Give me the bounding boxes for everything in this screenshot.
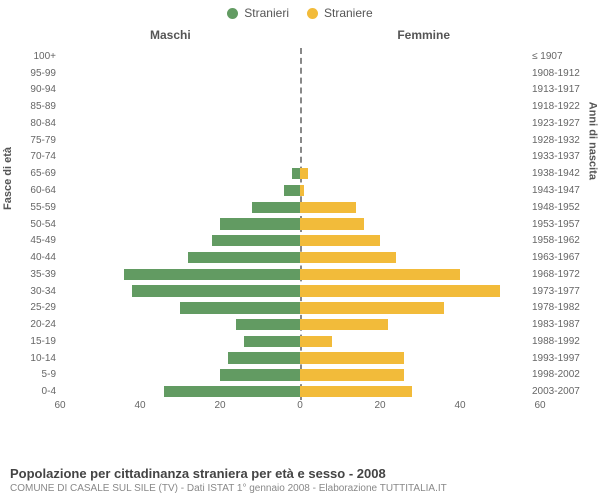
bar-female [300, 185, 304, 196]
age-label: 65-69 [16, 168, 56, 179]
bar-male [124, 269, 300, 280]
bar-female [300, 235, 380, 246]
x-tick: 0 [297, 400, 303, 411]
bar-female [300, 369, 404, 380]
age-label: 25-29 [16, 302, 56, 313]
pyramid-row: 10-141993-1997 [60, 350, 540, 367]
legend-label-female: Straniere [324, 6, 373, 20]
pyramid-row: 40-441963-1967 [60, 249, 540, 266]
age-label: 20-24 [16, 319, 56, 330]
bar-female [300, 336, 332, 347]
pyramid-row: 30-341973-1977 [60, 283, 540, 300]
bar-female [300, 302, 444, 313]
pyramid-rows: 100+≤ 190795-991908-191290-941913-191785… [60, 48, 540, 400]
pyramid-row: 100+≤ 1907 [60, 48, 540, 65]
bar-male [188, 252, 300, 263]
bar-male [164, 386, 300, 397]
pyramid-row: 90-941913-1917 [60, 82, 540, 99]
bar-male [244, 336, 300, 347]
bar-male [252, 202, 300, 213]
pyramid-row: 70-741933-1937 [60, 149, 540, 166]
age-label: 55-59 [16, 202, 56, 213]
pyramid-row: 85-891918-1922 [60, 98, 540, 115]
bar-female [300, 352, 404, 363]
x-tick: 60 [534, 400, 545, 411]
bar-male [132, 285, 300, 296]
pyramid-row: 80-841923-1927 [60, 115, 540, 132]
bar-female [300, 285, 500, 296]
pyramid-row: 50-541953-1957 [60, 216, 540, 233]
chart-container: Stranieri Straniere Fasce di età Anni di… [0, 0, 600, 500]
legend: Stranieri Straniere [0, 0, 600, 20]
pyramid-row: 65-691938-1942 [60, 165, 540, 182]
age-label: 100+ [16, 51, 56, 62]
age-label: 45-49 [16, 235, 56, 246]
pyramid-row: 45-491958-1962 [60, 232, 540, 249]
bar-female [300, 218, 364, 229]
legend-swatch-male [227, 8, 238, 19]
bar-female [300, 168, 308, 179]
x-tick: 60 [54, 400, 65, 411]
age-label: 15-19 [16, 336, 56, 347]
pyramid-row: 75-791928-1932 [60, 132, 540, 149]
x-tick: 20 [214, 400, 225, 411]
pyramid-row: 60-641943-1947 [60, 182, 540, 199]
bar-male [228, 352, 300, 363]
bar-male [284, 185, 300, 196]
bar-male [180, 302, 300, 313]
pyramid-row: 35-391968-1972 [60, 266, 540, 283]
half-title-male: Maschi [150, 28, 191, 42]
age-label: 40-44 [16, 252, 56, 263]
footer: Popolazione per cittadinanza straniera p… [10, 466, 447, 494]
x-tick: 40 [454, 400, 465, 411]
age-label: 75-79 [16, 135, 56, 146]
age-label: 80-84 [16, 118, 56, 129]
bar-female [300, 319, 388, 330]
y-axis-title-left: Fasce di età [2, 147, 14, 210]
age-label: 90-94 [16, 84, 56, 95]
bar-male [220, 218, 300, 229]
legend-item-male: Stranieri [227, 6, 289, 20]
pyramid-row: 95-991908-1912 [60, 65, 540, 82]
legend-item-female: Straniere [307, 6, 373, 20]
age-label: 30-34 [16, 286, 56, 297]
pyramid-row: 55-591948-1952 [60, 199, 540, 216]
bar-male [212, 235, 300, 246]
bar-male [292, 168, 300, 179]
age-label: 5-9 [16, 369, 56, 380]
age-label: 35-39 [16, 269, 56, 280]
pyramid-row: 20-241983-1987 [60, 316, 540, 333]
bar-female [300, 202, 356, 213]
plot-area: Maschi Femmine 100+≤ 190795-991908-19129… [60, 30, 540, 420]
bar-male [220, 369, 300, 380]
age-label: 70-74 [16, 151, 56, 162]
y-axis-title-right: Anni di nascita [586, 102, 598, 180]
bar-female [300, 386, 412, 397]
age-label: 0-4 [16, 386, 56, 397]
footer-title: Popolazione per cittadinanza straniera p… [10, 466, 447, 481]
half-title-female: Femmine [397, 28, 450, 42]
age-label: 50-54 [16, 219, 56, 230]
age-label: 10-14 [16, 353, 56, 364]
age-label: 85-89 [16, 101, 56, 112]
x-tick: 40 [134, 400, 145, 411]
x-tick: 20 [374, 400, 385, 411]
bar-male [236, 319, 300, 330]
pyramid-row: 0-42003-2007 [60, 383, 540, 400]
pyramid-row: 5-91998-2002 [60, 367, 540, 384]
x-axis: 6040200204060 [60, 400, 540, 420]
age-label: 95-99 [16, 68, 56, 79]
bar-female [300, 252, 396, 263]
footer-subtitle: COMUNE DI CASALE SUL SILE (TV) - Dati IS… [10, 483, 447, 494]
pyramid-row: 15-191988-1992 [60, 333, 540, 350]
pyramid-row: 25-291978-1982 [60, 299, 540, 316]
bar-female [300, 269, 460, 280]
age-label: 60-64 [16, 185, 56, 196]
legend-label-male: Stranieri [244, 6, 289, 20]
legend-swatch-female [307, 8, 318, 19]
